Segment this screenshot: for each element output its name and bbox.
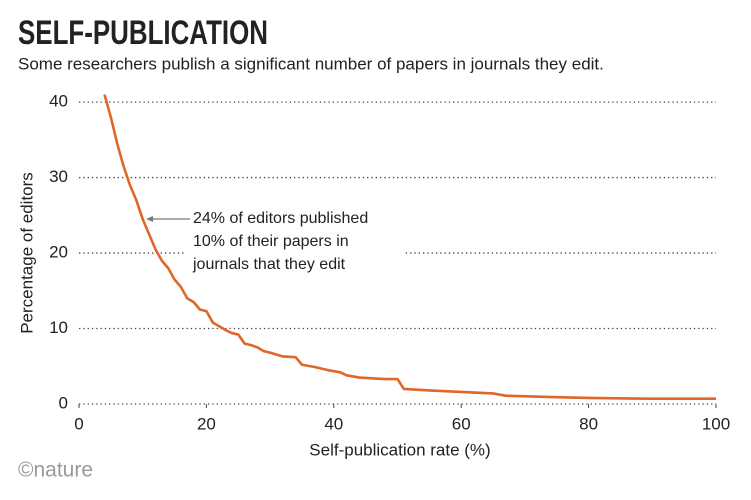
x-tick-label: 0 bbox=[74, 414, 83, 433]
x-tick-label: 80 bbox=[579, 414, 598, 433]
y-tick-label: 10 bbox=[49, 318, 68, 337]
data-line bbox=[103, 94, 716, 401]
x-tick-label: 60 bbox=[452, 414, 471, 433]
annotation-line: 24% of editors published bbox=[193, 210, 368, 227]
annotation-background bbox=[185, 205, 403, 277]
y-axis-title: Percentage of editors bbox=[17, 172, 36, 334]
source-logo: ©nature bbox=[18, 459, 93, 482]
x-axis-title: Self-publication rate (%) bbox=[309, 440, 490, 459]
x-tick-label: 100 bbox=[702, 414, 730, 433]
y-tick-label: 40 bbox=[49, 92, 68, 111]
x-tick-label: 20 bbox=[197, 414, 216, 433]
chart-subtitle: Some researchers publish a significant n… bbox=[18, 54, 604, 73]
x-tick-label: 40 bbox=[324, 414, 343, 433]
y-tick-label: 0 bbox=[59, 393, 68, 412]
chart-title: SELF-PUBLICATION bbox=[18, 14, 268, 52]
annotation-line: 10% of their papers in bbox=[193, 233, 349, 250]
annotation-line: journals that they edit bbox=[192, 256, 346, 273]
y-tick-label: 20 bbox=[49, 243, 68, 262]
annotation-arrowhead bbox=[146, 216, 153, 222]
y-tick-label: 30 bbox=[49, 167, 68, 186]
